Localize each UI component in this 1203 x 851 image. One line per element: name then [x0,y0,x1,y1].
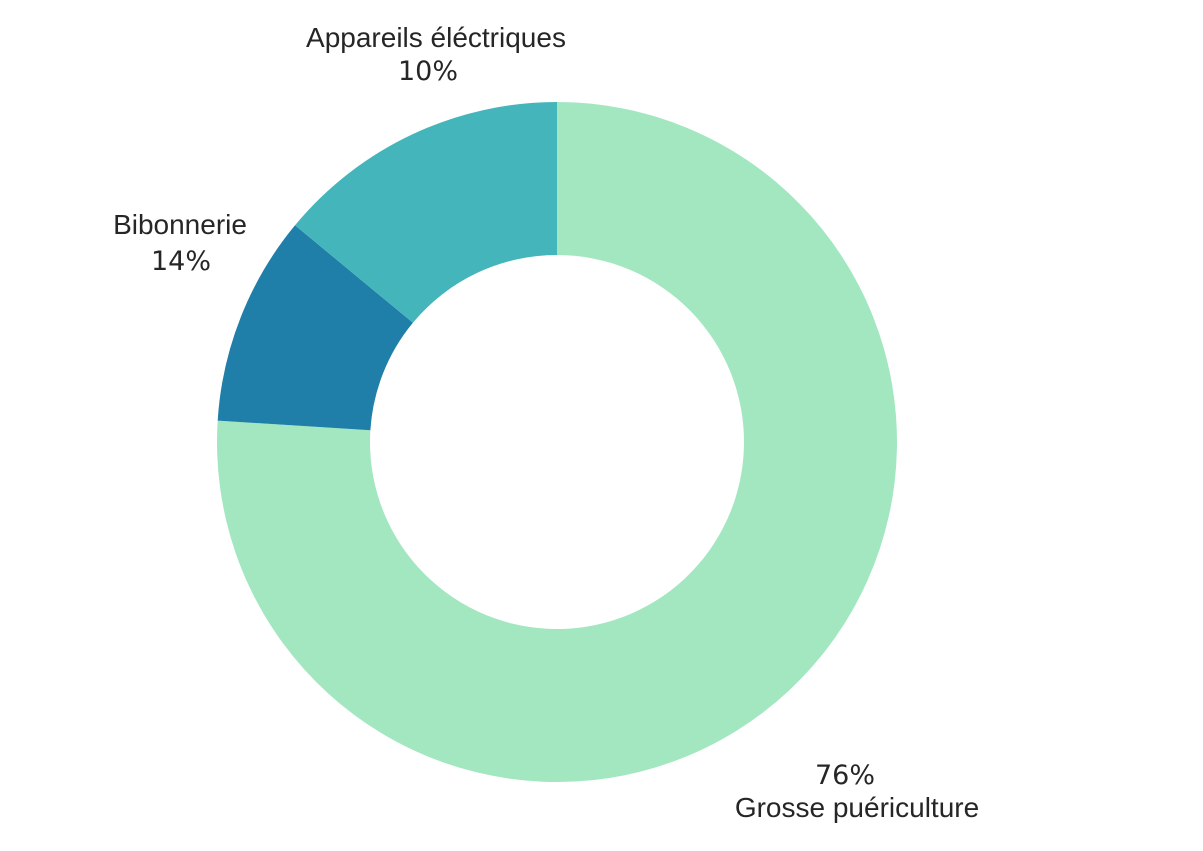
slice-bibonnerie [295,102,557,323]
slice-percent-bibonnerie: 14% [151,246,211,277]
slice-label-appareils-electriques: Appareils éléctriques [306,22,566,53]
slice-percent-appareils-electriques: 10% [398,56,458,87]
slice-grosse-puericulture [216,102,897,782]
slice-label-grosse-puericulture: Grosse puériculture [735,792,979,823]
donut-slices [216,102,897,782]
slice-appareils-electriques [217,225,413,431]
slice-percent-grosse-puericulture: 76% [815,760,875,791]
slice-label-bibonnerie: Bibonnerie [113,209,247,240]
